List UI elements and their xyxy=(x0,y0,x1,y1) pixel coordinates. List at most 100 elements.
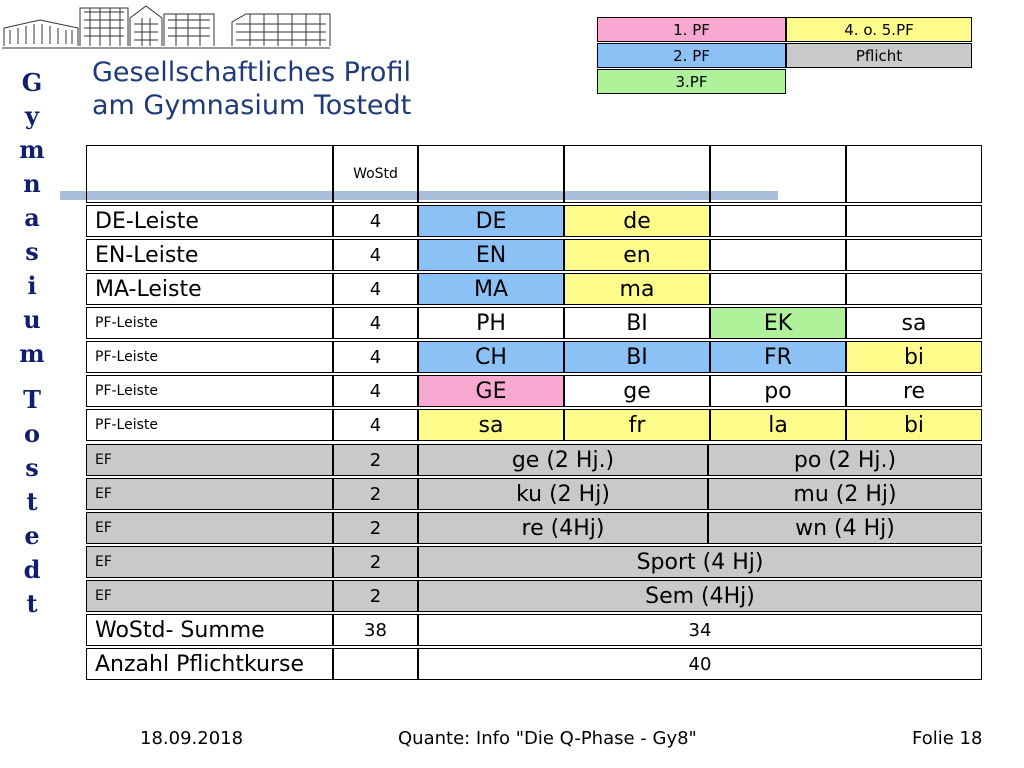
course-cell-text: GE xyxy=(475,378,507,404)
course-cell: en xyxy=(564,239,710,271)
header-wostd: WoStd xyxy=(333,145,418,203)
course-cell-text: ma xyxy=(619,276,655,302)
row-label: EF xyxy=(86,512,333,544)
legend-label: 1. PF xyxy=(673,20,710,39)
course-cell xyxy=(710,205,846,237)
legend-pflicht: Pflicht xyxy=(786,43,972,68)
row-wostd: 2 xyxy=(333,546,418,578)
row-wostd: 2 xyxy=(333,444,418,476)
course-cell-text: sa xyxy=(478,412,504,438)
row-wostd-text: 4 xyxy=(369,244,382,266)
course-cell xyxy=(846,273,982,305)
row-label-text: EF xyxy=(95,486,112,502)
row-wostd: 4 xyxy=(333,205,418,237)
row-wostd xyxy=(333,648,418,680)
course-cell: sa xyxy=(418,409,564,441)
course-cell: wn (4 Hj) xyxy=(708,512,982,544)
course-cell-text: EN xyxy=(475,242,507,268)
side-letter: y xyxy=(25,101,39,130)
course-cell: re xyxy=(846,375,982,407)
footer-date: 18.09.2018 xyxy=(140,728,244,749)
course-cell-text: ku (2 Hj) xyxy=(516,481,610,507)
legend-1-pf: 1. PF xyxy=(597,17,786,42)
course-cell-text: ge (2 Hj.) xyxy=(511,447,615,473)
row-label: PF-Leiste xyxy=(86,375,333,407)
row-wostd-text: 2 xyxy=(369,585,382,607)
row-wostd: 2 xyxy=(333,478,418,510)
side-letter: t xyxy=(26,487,38,516)
row-label-text: PF-Leiste xyxy=(95,383,158,399)
course-cell-text: fr xyxy=(628,412,646,438)
course-cell-text: po (2 Hj.) xyxy=(793,447,897,473)
course-cell: BI xyxy=(564,341,710,373)
row-label-text: DE-Leiste xyxy=(95,208,199,234)
row-label-text: EF xyxy=(95,452,112,468)
course-cell: po xyxy=(710,375,846,407)
row-label: EF xyxy=(86,444,333,476)
side-letter: T xyxy=(23,385,41,414)
row-wostd: 4 xyxy=(333,307,418,339)
legend-2-pf: 2. PF xyxy=(597,43,786,68)
row-wostd-text: 4 xyxy=(369,346,382,368)
course-cell: po (2 Hj.) xyxy=(708,444,982,476)
course-cell xyxy=(710,273,846,305)
title-line-1: Gesellschaftliches Profil xyxy=(92,57,411,88)
row-label-text: EF xyxy=(95,554,112,570)
course-cell: EN xyxy=(418,239,564,271)
course-cell: BI xyxy=(564,307,710,339)
side-letter: e xyxy=(24,521,40,550)
side-letter: s xyxy=(25,237,39,266)
row-label-text: PF-Leiste xyxy=(95,349,158,365)
course-cell: fr xyxy=(564,409,710,441)
row-label: DE-Leiste xyxy=(86,205,333,237)
row-label: PF-Leiste xyxy=(86,307,333,339)
course-cell-text: po xyxy=(764,378,792,404)
row-label: PF-Leiste xyxy=(86,409,333,441)
course-cell: DE xyxy=(418,205,564,237)
course-cell-text: re xyxy=(902,378,926,404)
header-col-2 xyxy=(564,145,710,203)
row-wostd: 4 xyxy=(333,341,418,373)
row-label: MA-Leiste xyxy=(86,273,333,305)
row-label-text: WoStd- Summe xyxy=(95,617,265,643)
course-cell-text: BI xyxy=(626,344,648,370)
row-wostd-text: 2 xyxy=(369,517,382,539)
decorative-bar xyxy=(60,191,778,200)
row-label-text: Anzahl Pflichtkurse xyxy=(95,651,305,677)
course-cell-text: FR xyxy=(764,344,792,370)
school-building-logo xyxy=(2,5,331,49)
legend-3-pf: 3.PF xyxy=(597,69,786,94)
course-cell: PH xyxy=(418,307,564,339)
legend-label: 4. o. 5.PF xyxy=(844,20,914,39)
course-cell-text: re (4Hj) xyxy=(521,515,605,541)
course-cell xyxy=(846,239,982,271)
row-wostd: 4 xyxy=(333,409,418,441)
row-label: WoStd- Summe xyxy=(86,614,333,646)
course-cell-text: MA xyxy=(473,276,509,302)
course-cell-text: PH xyxy=(476,310,506,336)
row-label-text: PF-Leiste xyxy=(95,417,158,433)
side-letter: m xyxy=(19,339,45,368)
header-col-3 xyxy=(710,145,846,203)
row-label: EF xyxy=(86,478,333,510)
course-cell: Sport (4 Hj) xyxy=(418,546,982,578)
row-wostd-text: 2 xyxy=(369,449,382,471)
row-wostd: 38 xyxy=(333,614,418,646)
course-cell: FR xyxy=(710,341,846,373)
course-cell: bi xyxy=(846,409,982,441)
footer-slide-number: Folie 18 xyxy=(912,728,983,749)
header-col-1 xyxy=(418,145,564,203)
side-letter: t xyxy=(26,589,38,618)
row-label: EF xyxy=(86,580,333,612)
side-letter: G xyxy=(21,68,43,97)
header-col-4 xyxy=(846,145,982,203)
side-letter: s xyxy=(25,453,39,482)
course-cell xyxy=(710,239,846,271)
legend-label: 2. PF xyxy=(673,46,710,65)
course-cell: re (4Hj) xyxy=(418,512,708,544)
side-letter: a xyxy=(24,203,40,232)
legend-label: Pflicht xyxy=(855,46,903,65)
row-wostd-text: 4 xyxy=(369,278,382,300)
row-label: PF-Leiste xyxy=(86,341,333,373)
title-line-2: am Gymnasium Tostedt xyxy=(92,90,412,121)
